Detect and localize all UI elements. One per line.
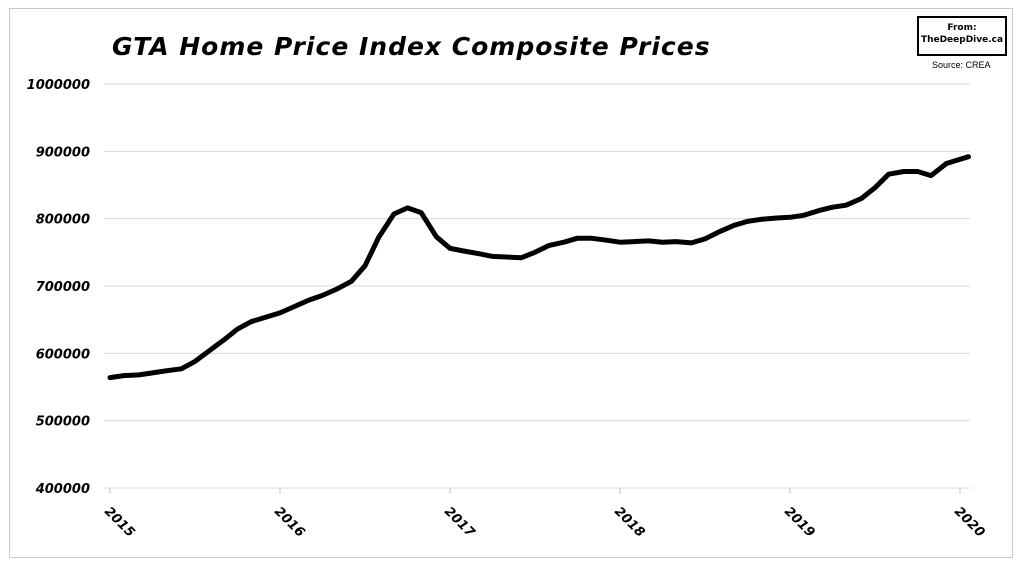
x-tick-label: 2019 bbox=[781, 504, 817, 540]
x-tick-label: 2020 bbox=[951, 504, 987, 540]
y-tick-label: 900000 bbox=[36, 145, 90, 160]
y-tick-label: 400000 bbox=[35, 482, 90, 497]
source-badge: From: TheDeepDive.ca bbox=[917, 16, 1007, 56]
y-tick-label: 700000 bbox=[36, 280, 90, 295]
grid-lines bbox=[104, 83, 970, 489]
y-axis: 400000 500000 600000 700000 800000 900000 1000… bbox=[27, 78, 90, 497]
y-tick-label: 500000 bbox=[36, 415, 90, 430]
x-tick-label: 2017 bbox=[441, 504, 478, 541]
series-line bbox=[107, 154, 971, 381]
badge-line1: From: bbox=[947, 23, 977, 33]
badge-line2: TheDeepDive.ca bbox=[920, 35, 1004, 45]
chart-frame bbox=[9, 8, 1013, 558]
y-tick-label: 800000 bbox=[36, 213, 90, 228]
source-note: Source: CREA bbox=[932, 60, 991, 70]
x-tick-label: 2016 bbox=[271, 504, 307, 540]
x-tick-label: 2015 bbox=[101, 504, 137, 540]
x-tick-label: 2018 bbox=[611, 504, 647, 540]
chart-title: GTA Home Price Index Composite Prices bbox=[112, 32, 711, 61]
y-tick-label: 600000 bbox=[36, 347, 90, 362]
x-axis: 2015 2016 2017 2018 2019 2020 bbox=[101, 488, 987, 541]
y-tick-label: 1000000 bbox=[27, 78, 90, 93]
